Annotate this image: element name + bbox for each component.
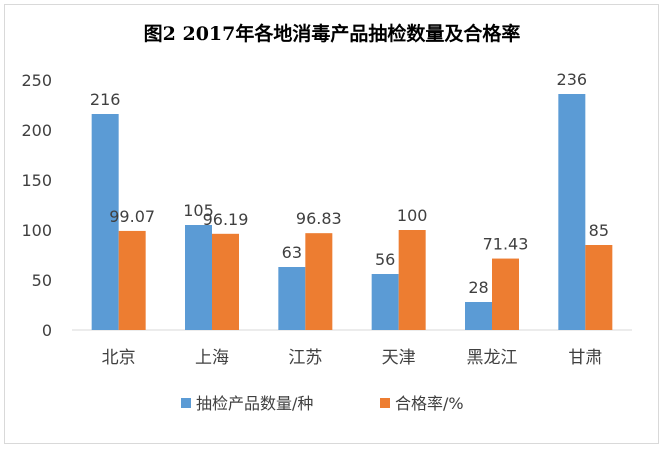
y-axis: 0 50 100 150 200 250 [21, 71, 52, 340]
bar-count-2 [278, 267, 306, 330]
data-label-count-4: 28 [468, 278, 488, 297]
bar-count-4 [465, 302, 492, 330]
y-tick-label: 50 [32, 271, 52, 290]
data-label-pass-rate-0: 99.07 [109, 207, 155, 226]
legend: 抽检产品数量/种 合格率/% [181, 394, 464, 413]
x-tick-label: 上海 [195, 348, 229, 368]
bar-pass-rate-1 [212, 233, 239, 330]
bar-count-5 [558, 94, 586, 330]
y-tick-label: 0 [42, 321, 52, 340]
data-label-count-5: 236 [557, 70, 588, 89]
data-label-count-2: 63 [282, 243, 302, 262]
data-label-count-0: 216 [90, 90, 121, 109]
chart-title: 图2 2017年各地消毒产品抽检数量及合格率 [144, 22, 521, 45]
bar-count-3 [371, 274, 399, 330]
data-label-pass-rate-2: 96.83 [296, 209, 342, 228]
y-tick-label: 150 [21, 171, 52, 190]
legend-label-pass-rate: 合格率/% [395, 394, 464, 413]
data-label-count-3: 56 [375, 250, 395, 269]
legend-swatch-pass-rate [380, 398, 390, 408]
y-tick-label: 100 [21, 221, 52, 240]
x-tick-label: 黑龙江 [467, 348, 518, 368]
bar-pass-rate-2 [305, 233, 333, 330]
data-label-pass-rate-5: 85 [589, 221, 609, 240]
x-tick-label: 北京 [102, 348, 136, 368]
bars [91, 94, 613, 330]
x-axis: 北京 上海 江苏 天津 黑龙江 甘肃 [102, 348, 603, 368]
x-tick-label: 天津 [382, 348, 416, 368]
bar-pass-rate-5 [585, 245, 613, 330]
legend-swatch-count [181, 398, 191, 408]
x-tick-label: 甘肃 [568, 348, 602, 368]
data-label-pass-rate-1: 96.19 [203, 210, 249, 229]
data-label-count-1: 105 [183, 201, 214, 220]
data-label-pass-rate-3: 100 [397, 206, 428, 225]
y-tick-label: 200 [21, 121, 52, 140]
bar-pass-rate-3 [398, 230, 426, 330]
bar-pass-rate-4 [492, 258, 519, 330]
bar-count-0 [91, 114, 119, 330]
legend-label-count: 抽检产品数量/种 [196, 394, 313, 413]
data-label-pass-rate-4: 71.43 [483, 235, 529, 254]
bar-pass-rate-0 [118, 230, 146, 330]
y-tick-label: 250 [21, 71, 52, 90]
bar-count-1 [185, 225, 212, 330]
x-tick-label: 江苏 [288, 348, 322, 368]
data-labels: 216 105 63 56 28 236 99.07 96.19 96.83 100 71.43 85 [90, 70, 609, 297]
